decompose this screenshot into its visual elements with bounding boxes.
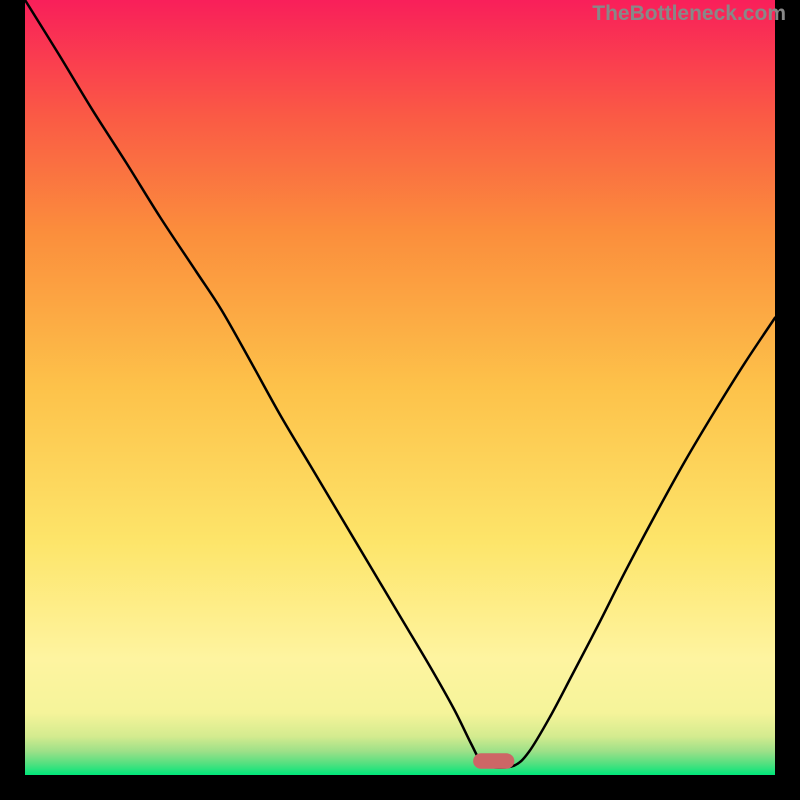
chart-container: TheBottleneck.com <box>0 0 800 800</box>
optimum-marker <box>473 753 514 769</box>
border-left <box>0 0 25 800</box>
border-bottom <box>0 775 800 800</box>
bottleneck-chart <box>0 0 800 800</box>
border-right <box>775 0 800 800</box>
gradient-background <box>25 0 775 775</box>
